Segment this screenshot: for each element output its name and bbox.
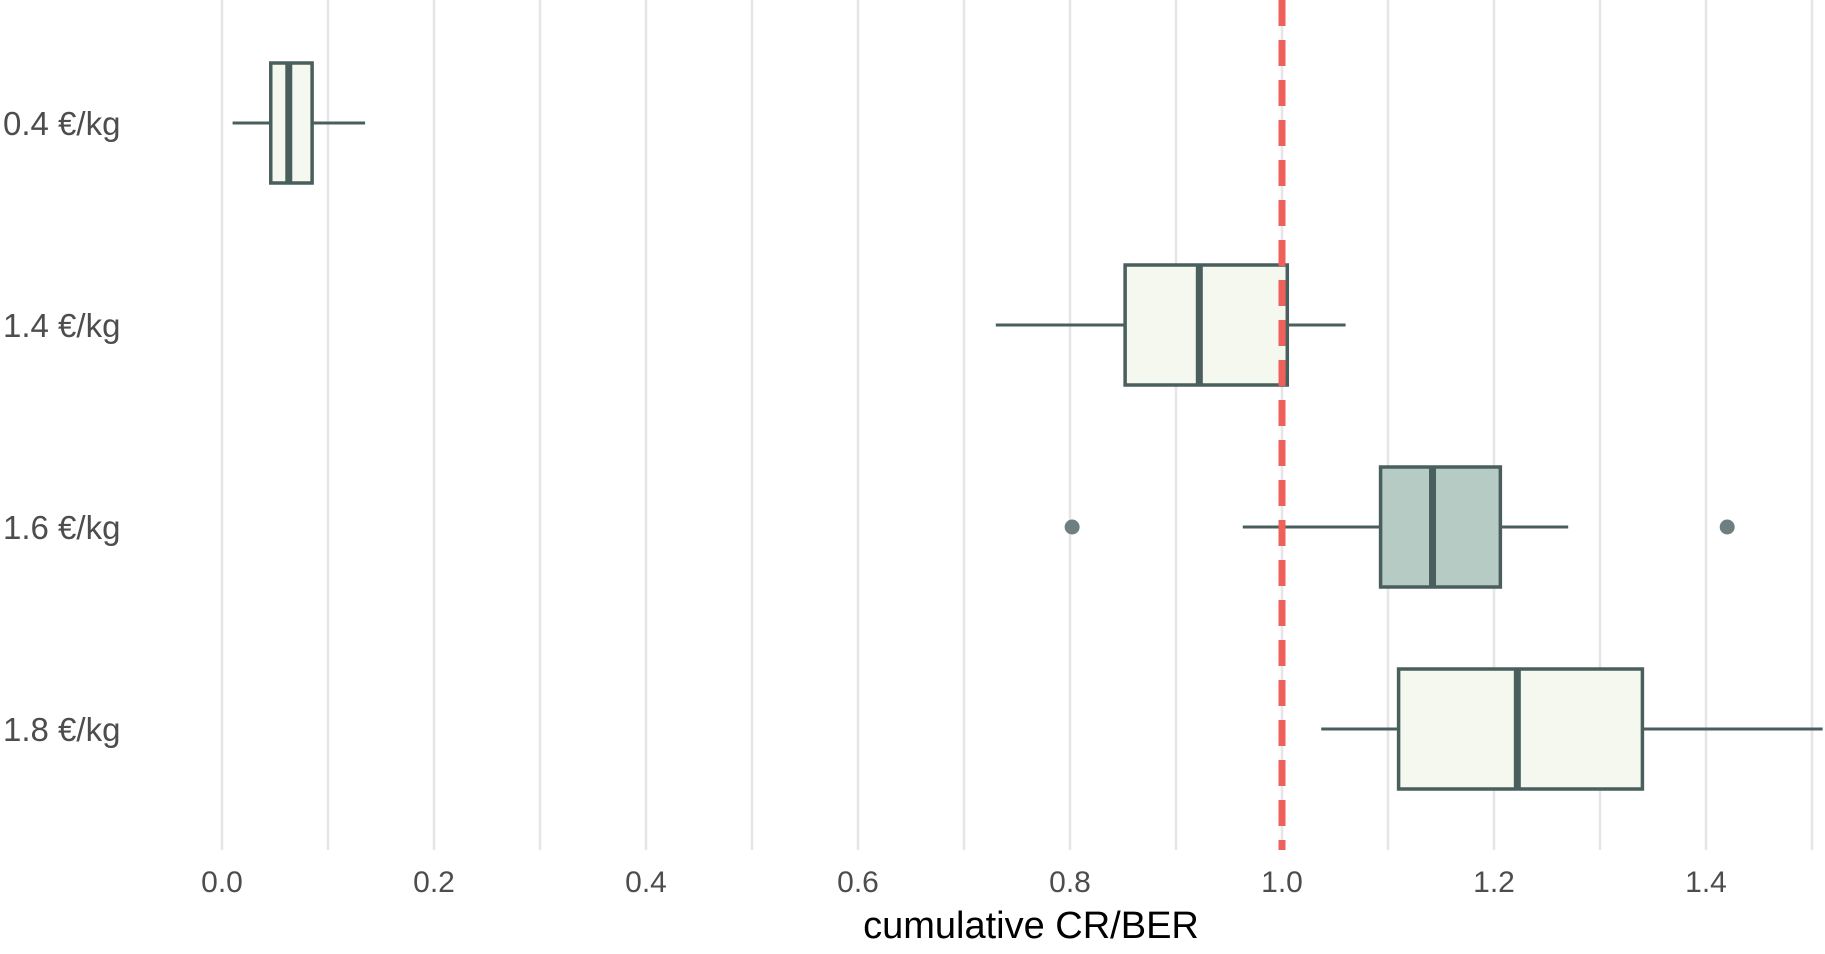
category-label: 1.6 €/kg (3, 509, 120, 546)
x-tick-label: 1.2 (1473, 866, 1515, 899)
x-tick-label: 1.0 (1261, 866, 1303, 899)
box-2 (995, 263, 1346, 387)
category-labels: 0.4 €/kg 1.4 €/kg 1.6 €/kg 1.8 €/kg (3, 105, 120, 748)
outlier-point (1719, 519, 1735, 535)
box-rect (1378, 465, 1503, 589)
x-axis-title: cumulative CR/BER (863, 905, 1199, 947)
category-label: 1.4 €/kg (3, 307, 120, 344)
x-tick-label: 0.4 (625, 866, 667, 899)
box-3 (1064, 465, 1735, 589)
box-rect (1123, 263, 1290, 387)
x-tick-label: 0.0 (201, 866, 243, 899)
x-tick-label: 0.6 (837, 866, 879, 899)
box-layer (232, 61, 1823, 791)
box-4 (1321, 667, 1823, 791)
category-label: 1.8 €/kg (3, 711, 120, 748)
x-tick-label: 0.2 (413, 866, 455, 899)
x-tick-label: 0.8 (1049, 866, 1091, 899)
x-tick-label: 1.4 (1685, 866, 1727, 899)
x-tick-labels: 0.0 0.2 0.4 0.6 0.8 1.0 1.2 1.4 (201, 866, 1727, 899)
category-label: 0.4 €/kg (3, 105, 120, 142)
box-1 (232, 61, 366, 185)
outlier-point (1064, 519, 1080, 535)
